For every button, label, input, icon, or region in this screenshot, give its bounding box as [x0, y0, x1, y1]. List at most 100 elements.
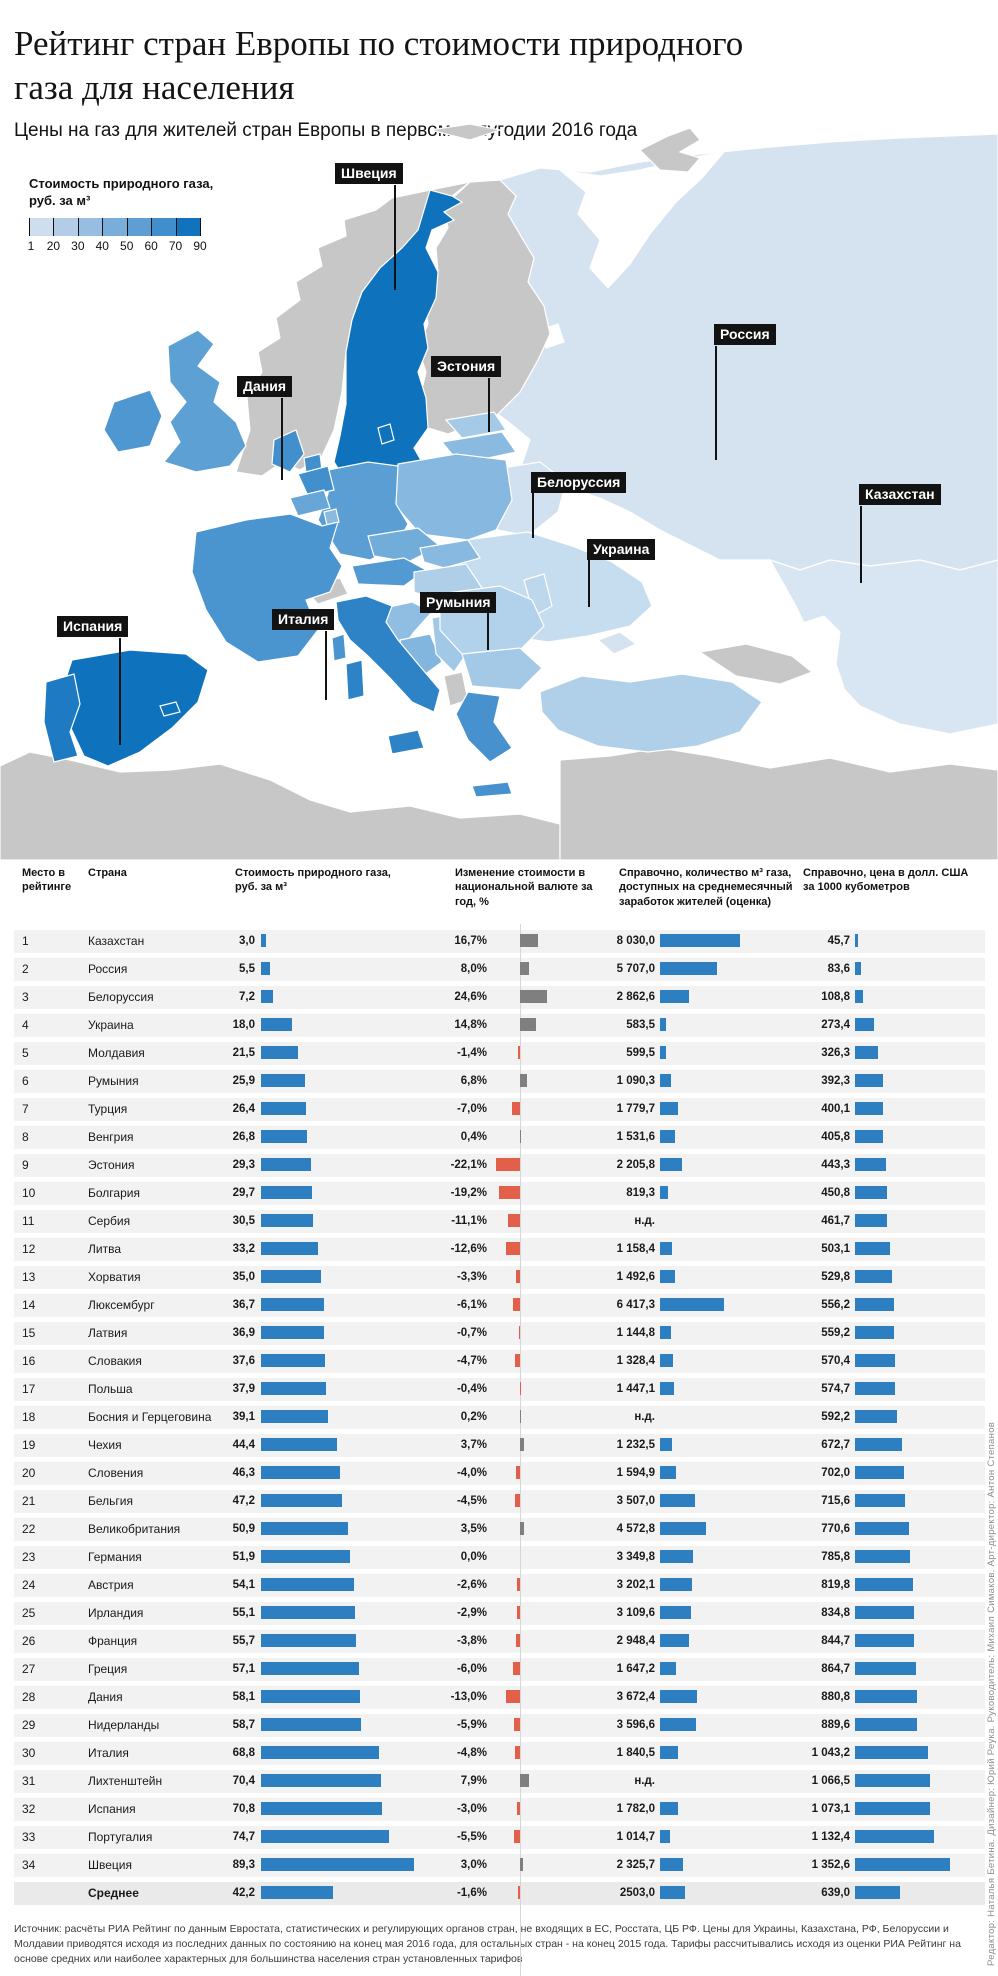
cost-value: 7,2: [160, 990, 255, 1005]
m3-value: 2 205,8: [560, 1158, 655, 1173]
usd-value: 1 043,2: [755, 1746, 850, 1761]
m3-value: 6 417,3: [560, 1298, 655, 1313]
m3-bar: [660, 1102, 678, 1115]
m3-bar: [660, 1802, 678, 1815]
cost-value: 47,2: [160, 1494, 255, 1509]
usd-bar: [855, 1634, 914, 1647]
m3-bar: [660, 1130, 675, 1143]
legend-tick: [151, 218, 152, 236]
rank-cell: 16: [22, 1354, 52, 1369]
change-bar: [514, 1718, 520, 1731]
rank-cell: 4: [22, 1018, 52, 1033]
change-bar: [516, 1466, 520, 1479]
cost-value: 26,4: [160, 1102, 255, 1117]
cost-bar: [261, 1270, 321, 1283]
usd-bar: [855, 1718, 917, 1731]
rank-cell: 14: [22, 1298, 52, 1313]
table-row: 7 Турция 26,4 -7,0% 1 779,7 400,1: [14, 1098, 985, 1121]
m3-value: 819,3: [560, 1186, 655, 1201]
usd-value: 83,6: [755, 962, 850, 977]
usd-bar: [855, 1774, 930, 1787]
rank-cell: 9: [22, 1158, 52, 1173]
usd-bar: [855, 1326, 894, 1339]
m3-bar: [660, 1382, 674, 1395]
rank-cell: 32: [22, 1802, 52, 1817]
m3-bar: [660, 1634, 689, 1647]
m3-bar: [660, 990, 689, 1003]
change-value: 24,6%: [392, 990, 487, 1005]
m3-value: 1 447,1: [560, 1382, 655, 1397]
usd-bar: [855, 1662, 916, 1675]
usd-value: 880,8: [755, 1690, 850, 1705]
cost-bar: [261, 1074, 305, 1087]
cost-value: 70,4: [160, 1774, 255, 1789]
cost-value: 35,0: [160, 1270, 255, 1285]
usd-value: 1 073,1: [755, 1802, 850, 1817]
usd-bar: [855, 1018, 874, 1031]
cost-value: 39,1: [160, 1410, 255, 1425]
table-row: 17 Польша 37,9 -0,4% 1 447,1 574,7: [14, 1378, 985, 1401]
map-callout-line: [487, 613, 489, 650]
m3-bar: [660, 1438, 672, 1451]
legend-tick: [78, 218, 79, 236]
cost-value: 57,1: [160, 1662, 255, 1677]
m3-value: 599,5: [560, 1046, 655, 1061]
usd-value: 864,7: [755, 1662, 850, 1677]
legend-swatch: [151, 218, 175, 236]
m3-value: 2 325,7: [560, 1858, 655, 1873]
change-bar: [517, 1606, 520, 1619]
table-average-row: Среднее 42,2 -1,6% 2503,0 639,0: [14, 1882, 985, 1905]
m3-value: 583,5: [560, 1018, 655, 1033]
table-row: 15 Латвия 36,9 -0,7% 1 144,8 559,2: [14, 1322, 985, 1345]
change-bar: [496, 1158, 520, 1171]
table-row: 29 Нидерланды 58,7 -5,9% 3 596,6 889,6: [14, 1714, 985, 1737]
usd-bar: [855, 1102, 883, 1115]
cost-bar: [261, 1662, 359, 1675]
m3-value: 3 109,6: [560, 1606, 655, 1621]
m3-value: 3 349,8: [560, 1550, 655, 1565]
change-value: 3,5%: [392, 1522, 487, 1537]
legend-swatch: [102, 218, 126, 236]
table-row: 11 Сербия 30,5 -11,1% н.д. 461,7: [14, 1210, 985, 1233]
map-callout-line: [488, 378, 490, 432]
map-callout-label: Румыния: [420, 592, 496, 613]
change-value: -1,6%: [392, 1886, 487, 1901]
usd-bar: [855, 1158, 886, 1171]
cost-value: 50,9: [160, 1522, 255, 1537]
cost-value: 74,7: [160, 1830, 255, 1845]
usd-value: 443,3: [755, 1158, 850, 1173]
map-region-svalbard: [430, 124, 500, 140]
rank-cell: 31: [22, 1774, 52, 1789]
usd-value: 273,4: [755, 1018, 850, 1033]
map-region-north-africa: [0, 752, 560, 860]
rank-cell: 34: [22, 1858, 52, 1873]
change-bar: [515, 1746, 520, 1759]
rank-cell: 13: [22, 1270, 52, 1285]
usd-bar: [855, 1354, 895, 1367]
table-row: 13 Хорватия 35,0 -3,3% 1 492,6 529,8: [14, 1266, 985, 1289]
usd-value: 503,1: [755, 1242, 850, 1257]
cost-value: 46,3: [160, 1466, 255, 1481]
rank-cell: 18: [22, 1410, 52, 1425]
m3-value: 4 572,8: [560, 1522, 655, 1537]
change-bar: [512, 1102, 520, 1115]
usd-bar: [855, 1074, 883, 1087]
change-bar: [518, 1046, 520, 1059]
change-value: -2,6%: [392, 1578, 487, 1593]
header-usd: Справочно, цена в долл. США за 1000 кубо…: [803, 866, 973, 895]
m3-value: 8 030,0: [560, 934, 655, 949]
ranking-table: Место в рейтинге Страна Стоимость природ…: [14, 862, 985, 1910]
m3-value: 2503,0: [560, 1886, 655, 1901]
map-region-ireland: [104, 390, 162, 452]
change-value: 3,7%: [392, 1438, 487, 1453]
change-bar: [520, 962, 529, 975]
cost-bar: [261, 1522, 348, 1535]
cost-bar: [261, 1774, 381, 1787]
m3-bar: [660, 1746, 678, 1759]
table-row: 31 Лихтенштейн 70,4 7,9% н.д. 1 066,5: [14, 1770, 985, 1793]
legend-swatch: [127, 218, 151, 236]
usd-bar: [855, 1382, 895, 1395]
legend-tick-label: 20: [47, 239, 60, 253]
m3-value: 1 594,9: [560, 1466, 655, 1481]
cost-value: 37,9: [160, 1382, 255, 1397]
